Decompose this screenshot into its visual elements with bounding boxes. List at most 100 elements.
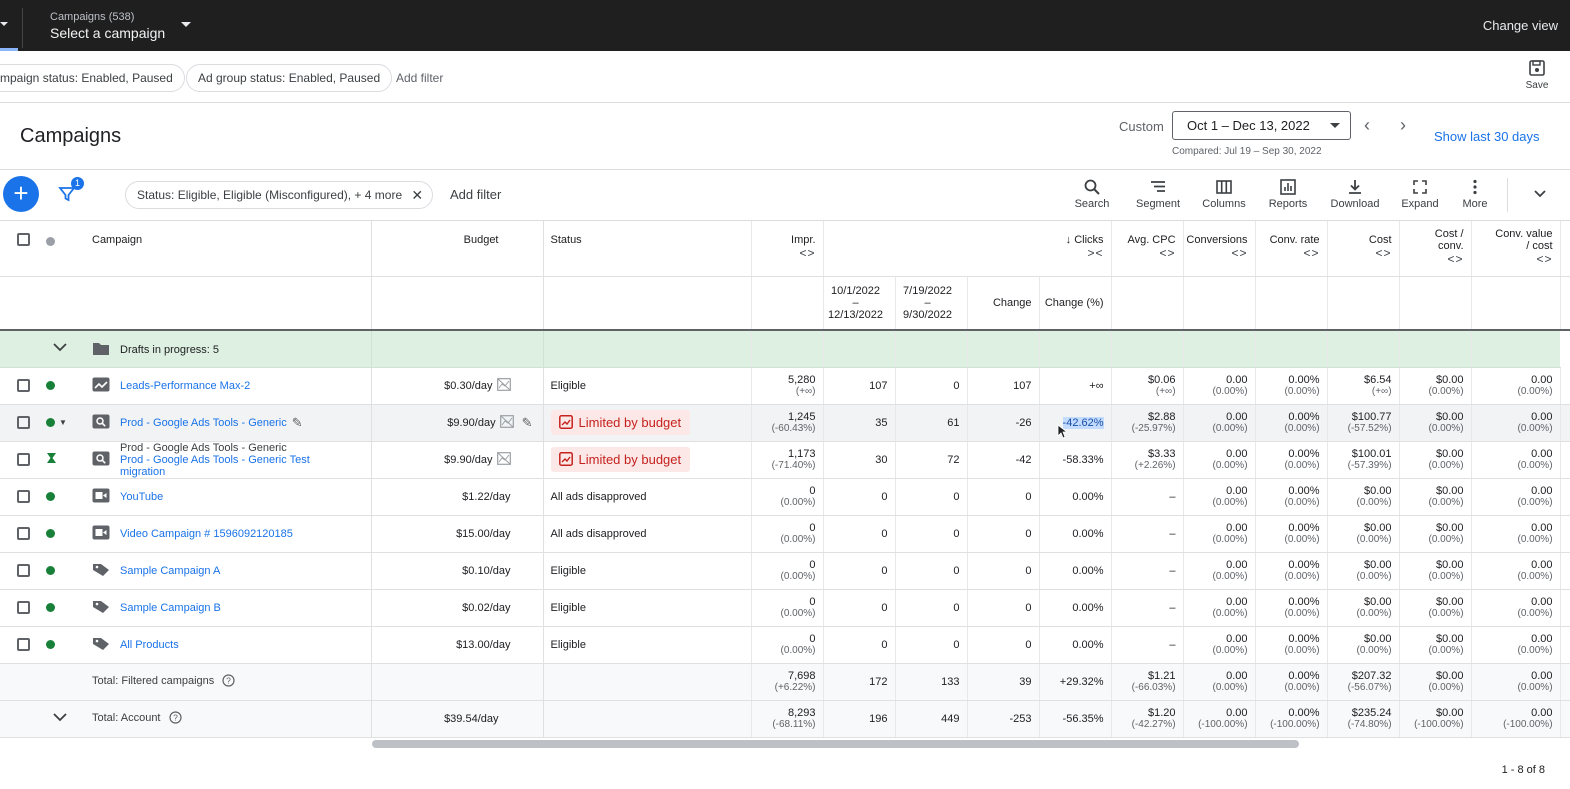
status-text[interactable]: Eligible — [550, 564, 586, 577]
help-icon[interactable]: ? — [222, 673, 235, 690]
row-checkbox[interactable] — [17, 490, 30, 503]
expand-compare-icon[interactable]: <> — [1375, 246, 1392, 260]
show-last-30-days-link[interactable]: Show last 30 days — [1434, 129, 1540, 144]
row-checkbox[interactable] — [17, 564, 30, 577]
col-conv-value-cost[interactable]: Conv. value / cost <> — [1470, 221, 1561, 277]
table-row[interactable]: Sample Campaign A $0.10/day Eligible 0 (0.00… — [0, 552, 1570, 590]
enabled-status-icon[interactable] — [46, 381, 55, 391]
table-row[interactable]: Leads-Performance Max-2 $0.30/day Eligible… — [0, 367, 1570, 405]
table-row[interactable]: Video Campaign # 1596092120185 $15.00/day… — [0, 515, 1570, 553]
status-filter-chip[interactable]: Status: Eligible, Eligible (Misconfigure… — [125, 181, 434, 209]
table-row[interactable]: YouTube $1.22/day All ads disapproved 0 (0.0… — [0, 478, 1570, 516]
expand-compare-icon[interactable]: <> — [1303, 246, 1320, 260]
chevron-down-icon[interactable] — [52, 712, 68, 722]
add-campaign-button[interactable]: + — [3, 176, 39, 212]
campaign-name-link[interactable]: YouTube — [120, 490, 164, 503]
limited-by-budget-badge[interactable]: Limited by budget — [550, 410, 691, 435]
collapse-chevron-icon[interactable] — [1533, 189, 1547, 199]
add-filter-button[interactable]: Add filter — [450, 187, 502, 202]
clicks-change-cell: 0 — [966, 589, 1039, 627]
chevron-down-icon[interactable] — [52, 342, 68, 352]
chevron-down-icon[interactable] — [181, 22, 191, 27]
col-avg-cpc[interactable]: Avg. CPC <> — [1110, 221, 1184, 277]
segment-button[interactable]: Segment — [1133, 178, 1183, 210]
enabled-status-icon[interactable] — [46, 640, 55, 650]
campaign-name-link[interactable]: All Products — [120, 638, 179, 651]
row-checkbox[interactable] — [17, 527, 30, 540]
change-view-button[interactable]: Change view — [1482, 18, 1558, 33]
status-text[interactable]: All ads disapproved — [550, 527, 647, 540]
col-conversions[interactable]: Conversions <> — [1182, 221, 1256, 277]
col-conv-rate[interactable]: Conv. rate <> — [1254, 221, 1328, 277]
collapse-compare-icon[interactable]: >< — [1087, 246, 1104, 260]
col-campaign[interactable]: Campaign — [72, 221, 371, 277]
status-dropdown-icon[interactable]: ▼ — [59, 418, 67, 428]
enabled-status-icon[interactable] — [46, 529, 55, 539]
row-checkbox[interactable] — [17, 379, 30, 392]
col-cost[interactable]: Cost <> — [1326, 221, 1400, 277]
row-checkbox[interactable] — [17, 601, 30, 614]
limited-by-budget-badge[interactable]: Limited by budget — [550, 447, 691, 472]
expand-compare-icon[interactable]: <> — [1447, 252, 1464, 266]
status-text[interactable]: All ads disapproved — [550, 490, 647, 503]
columns-button[interactable]: Columns — [1200, 178, 1248, 210]
campaign-name-link[interactable]: Sample Campaign B — [120, 601, 221, 614]
edit-budget-icon[interactable]: ✎ — [521, 414, 533, 430]
campaign-name-link[interactable]: Leads-Performance Max-2 — [120, 379, 251, 392]
table-row[interactable]: ▼ Prod - Google Ads Tools - Generic ✎ $9.90… — [0, 404, 1570, 442]
expand-compare-icon[interactable]: <> — [1231, 246, 1248, 260]
col-status[interactable]: Status — [542, 221, 751, 277]
enabled-status-icon[interactable] — [46, 492, 55, 502]
expand-compare-icon[interactable]: <> — [799, 246, 816, 260]
next-range-icon[interactable]: › — [1400, 115, 1406, 135]
drafts-row[interactable]: Drafts in progress: 5 — [0, 330, 1570, 368]
table-row[interactable]: Sample Campaign B $0.02/day Eligible 0 (0.00… — [0, 589, 1570, 627]
campaign-name-link[interactable]: Prod - Google Ads Tools - Generic — [120, 416, 287, 429]
campaigns-count[interactable]: Campaigns (538) — [50, 11, 135, 23]
col-cost-per-conv[interactable]: Cost / conv. <> — [1398, 221, 1472, 277]
clicks-current-cell: 0 — [822, 589, 895, 627]
date-range-select[interactable]: Oct 1 – Dec 13, 2022 — [1172, 111, 1351, 140]
campaign-name-link[interactable]: Prod - Google Ads Tools - Generic Test — [120, 453, 310, 466]
table-row[interactable]: Prod - Google Ads Tools - Generic Prod - … — [0, 441, 1570, 479]
expand-compare-icon[interactable]: <> — [1159, 246, 1176, 260]
budget-report-icon[interactable] — [499, 414, 514, 431]
search-button[interactable]: Search — [1072, 178, 1112, 210]
ad-group-status-chip[interactable]: Ad group status: Enabled, Paused — [186, 64, 393, 92]
row-checkbox[interactable] — [17, 453, 30, 466]
select-all-checkbox[interactable] — [17, 233, 30, 246]
table-row[interactable]: All Products $13.00/day Eligible 0 (0.00%) 0 0… — [0, 626, 1570, 664]
select-campaign[interactable]: Select a campaign — [50, 25, 166, 41]
save-button[interactable]: Save — [1520, 59, 1554, 91]
status-text[interactable]: Eligible — [550, 379, 586, 392]
download-button[interactable]: Download — [1327, 178, 1383, 210]
more-button[interactable]: More — [1455, 178, 1495, 210]
col-impr[interactable]: Impr. <> — [750, 221, 823, 277]
col-budget[interactable]: Budget — [370, 221, 543, 277]
status-text[interactable]: Eligible — [550, 601, 586, 614]
expand-button[interactable]: Expand — [1398, 178, 1442, 210]
reports-button[interactable]: Reports — [1266, 178, 1310, 210]
budget-report-icon[interactable] — [496, 451, 511, 468]
help-icon[interactable]: ? — [168, 710, 182, 727]
row-checkbox[interactable] — [17, 638, 30, 651]
add-filter-link[interactable]: Add filter — [396, 71, 444, 85]
enabled-status-icon[interactable] — [46, 603, 55, 613]
campaign-name-link[interactable]: Video Campaign # 1596092120185 — [120, 527, 293, 540]
collapse-caret-icon[interactable] — [0, 22, 8, 26]
conv-value-cost-cell-value: 0.00 — [1531, 596, 1553, 608]
edit-pencil-icon[interactable]: ✎ — [291, 414, 303, 430]
campaign-name-link-cont[interactable]: migration — [120, 465, 166, 478]
campaign-status-chip[interactable]: mpaign status: Enabled, Paused — [0, 64, 185, 92]
enabled-status-icon[interactable] — [46, 418, 55, 428]
budget-report-icon[interactable] — [496, 377, 511, 394]
status-text[interactable]: Eligible — [550, 638, 586, 651]
expand-compare-icon[interactable]: <> — [1536, 252, 1553, 266]
row-checkbox[interactable] — [17, 416, 30, 429]
campaign-name-link[interactable]: Sample Campaign A — [120, 564, 221, 577]
enabled-status-icon[interactable] — [46, 566, 55, 576]
col-clicks[interactable]: ↓ Clicks >< — [822, 221, 1112, 277]
horizontal-scrollbar[interactable] — [372, 740, 1299, 748]
prev-range-icon[interactable]: ‹ — [1364, 115, 1370, 135]
close-icon[interactable]: ✕ — [411, 187, 424, 203]
